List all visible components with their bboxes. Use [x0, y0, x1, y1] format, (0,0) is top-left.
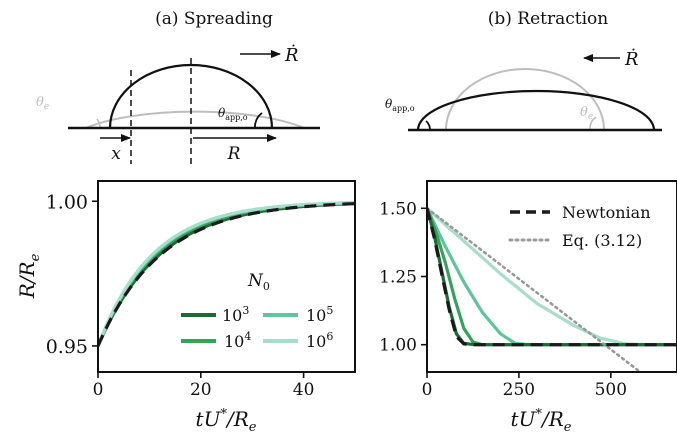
retraction-series-n0104 [427, 207, 677, 347]
retraction-series-n0103 [427, 207, 677, 347]
legend-label-1e5: 105 [306, 304, 333, 325]
retraction-y-tick-label: 1.50 [379, 199, 417, 219]
spreading-series-group [98, 201, 355, 347]
retraction-x-tick-label: 500 [595, 380, 627, 400]
retraction-series-newtonian [427, 207, 677, 347]
spreading-axes-frame [97, 180, 356, 373]
legend-label-1e6: 106 [306, 330, 333, 351]
retraction-series-eq312 [427, 207, 642, 372]
retraction-chart: 0 250 500 1.00 1.25 1.50 tU*/Re Newtonian Eq.… [379, 180, 677, 435]
legend-label-1e4: 104 [224, 330, 251, 351]
retraction-series-n0106 [427, 207, 677, 347]
spreading-y-tick-label: 1.00 [46, 191, 88, 213]
retraction-legend: Newtonian Eq. (3.12) [508, 203, 651, 250]
theta-app-label: θapp,o [218, 106, 248, 122]
spreading-series-106 [98, 201, 355, 347]
spreading-legend: N0 103 105 104 106 [181, 271, 333, 351]
current-drop-outline [108, 63, 274, 129]
retraction-series-group [427, 207, 677, 372]
spreading-ticks: 0 20 40 0.95 1.00 [46, 191, 315, 400]
retraction-series-n0105 [427, 207, 677, 347]
spreading-x-tick-label: 0 [93, 380, 104, 400]
spreading-series-newtonian [98, 202, 355, 347]
panel-a-title: (a) Spreading [155, 9, 273, 29]
x-label: x [111, 144, 121, 164]
theta-app-arc [425, 120, 431, 131]
spreading-x-axis-label: tU*/Re [196, 407, 257, 435]
legend-label-1e3: 103 [222, 304, 249, 325]
retraction-ticks: 0 250 500 1.00 1.25 1.50 [379, 199, 627, 400]
retraction-y-tick-label: 1.00 [379, 336, 417, 356]
retraction-schematic: (b) Retraction Ṙ θapp,o θe [385, 9, 662, 132]
spreading-y-tick-label: 0.95 [46, 336, 88, 358]
spreading-x-tick-label: 40 [293, 380, 315, 400]
retraction-x-tick-label: 0 [422, 380, 433, 400]
current-drop-outline [416, 89, 656, 131]
legend-label-newtonian: Newtonian [562, 203, 651, 222]
retraction-y-tick-label: 1.25 [379, 268, 417, 288]
theta-e-label: θe [36, 95, 49, 112]
retraction-x-tick-label: 250 [503, 380, 535, 400]
spreading-y-axis-label: R/Re [15, 253, 43, 299]
panel-b-title: (b) Retraction [488, 9, 609, 29]
legend-label-eq: Eq. (3.12) [562, 231, 642, 250]
legend-title: N0 [247, 271, 270, 293]
spreading-x-tick-label: 20 [190, 380, 212, 400]
rdot-label: Ṙ [284, 43, 299, 66]
equilibrium-drop-outline [445, 68, 605, 131]
r-label: R [227, 144, 241, 164]
spreading-chart: 0 20 40 0.95 1.00 tU*/Re R/Re N0 103 105 104… [15, 180, 356, 435]
rdot-label: Ṙ [624, 47, 639, 70]
theta-e-label: θe [580, 105, 593, 122]
theta-app-label: θapp,o [385, 97, 415, 113]
retraction-x-axis-label: tU*/Re [511, 407, 572, 435]
spreading-schematic: (a) Spreading x R Ṙ θe θapp,o [36, 9, 320, 164]
